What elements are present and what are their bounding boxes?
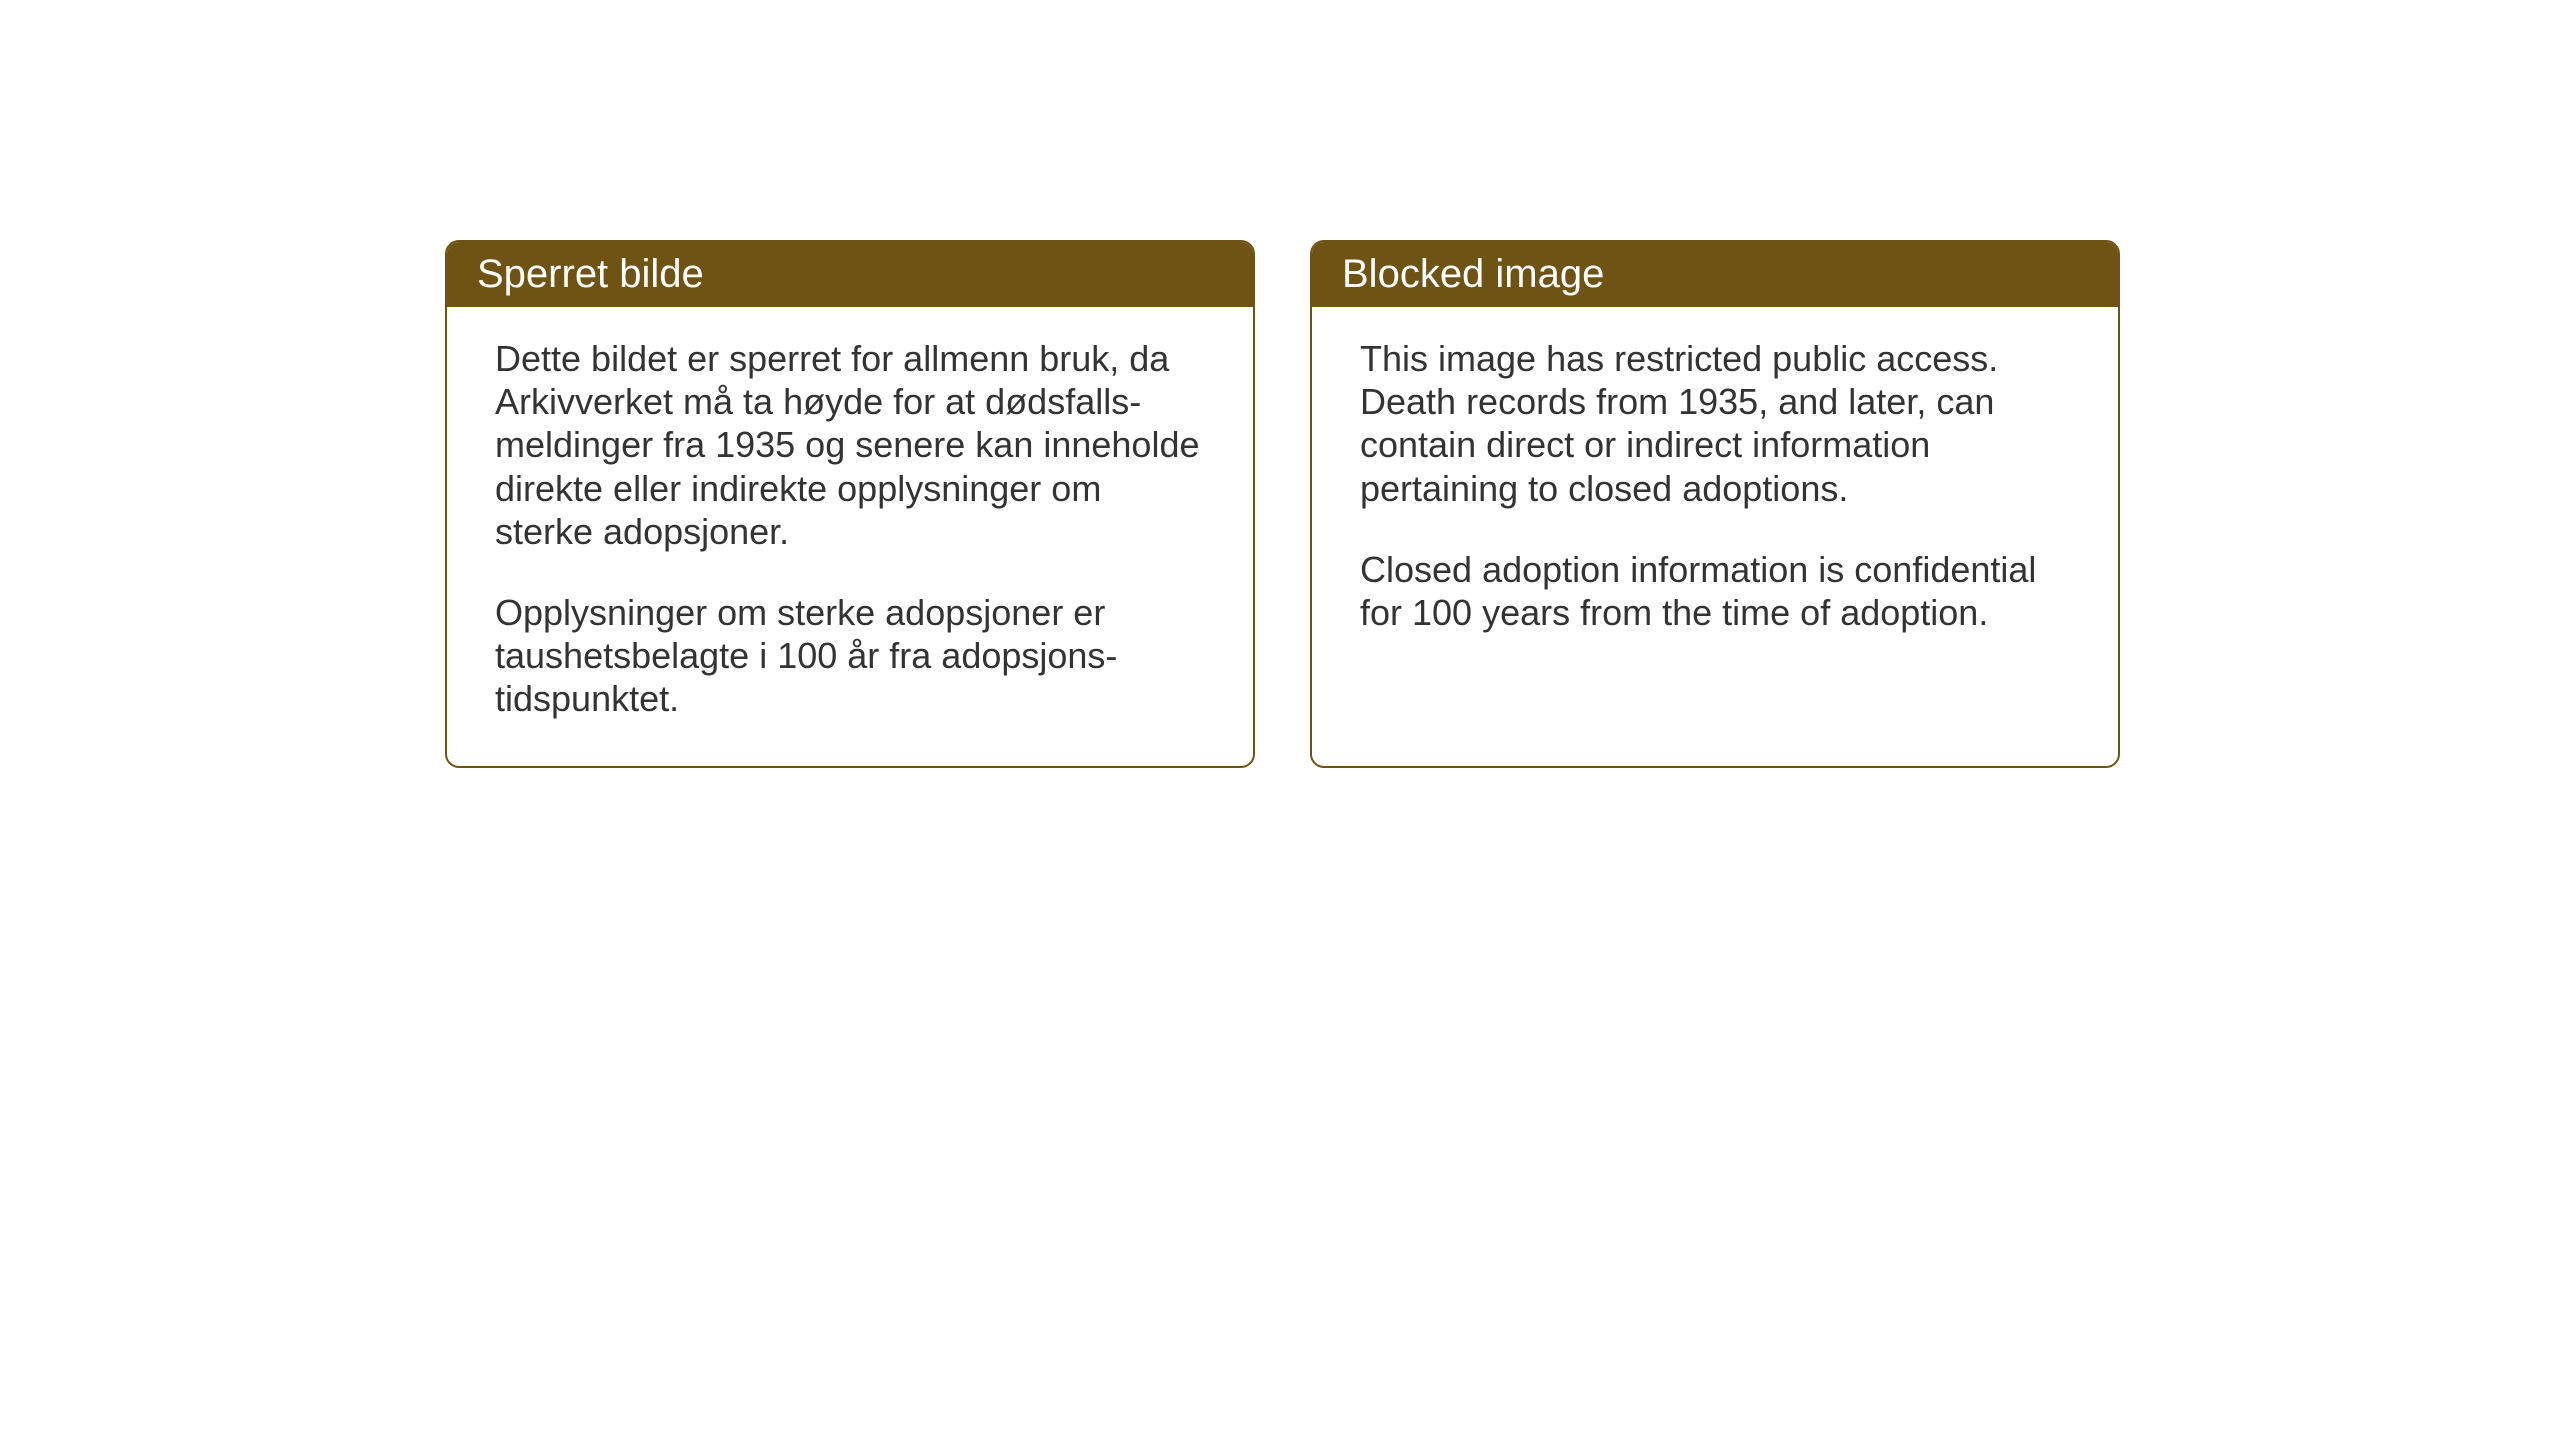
- card-paragraph2-norwegian: Opplysninger om sterke adopsjoner er tau…: [495, 591, 1205, 721]
- card-paragraph1-english: This image has restricted public access.…: [1360, 337, 2070, 510]
- card-paragraph1-norwegian: Dette bildet er sperret for allmenn bruk…: [495, 337, 1205, 553]
- card-title-norwegian: Sperret bilde: [477, 252, 704, 296]
- card-norwegian: Sperret bilde Dette bildet er sperret fo…: [445, 240, 1255, 768]
- card-english: Blocked image This image has restricted …: [1310, 240, 2120, 768]
- card-header-norwegian: Sperret bilde: [447, 242, 1253, 307]
- cards-container: Sperret bilde Dette bildet er sperret fo…: [445, 240, 2120, 768]
- card-body-norwegian: Dette bildet er sperret for allmenn bruk…: [447, 307, 1253, 766]
- card-body-english: This image has restricted public access.…: [1312, 307, 2118, 679]
- card-title-english: Blocked image: [1342, 252, 1604, 296]
- card-header-english: Blocked image: [1312, 242, 2118, 307]
- card-paragraph2-english: Closed adoption information is confident…: [1360, 548, 2070, 634]
